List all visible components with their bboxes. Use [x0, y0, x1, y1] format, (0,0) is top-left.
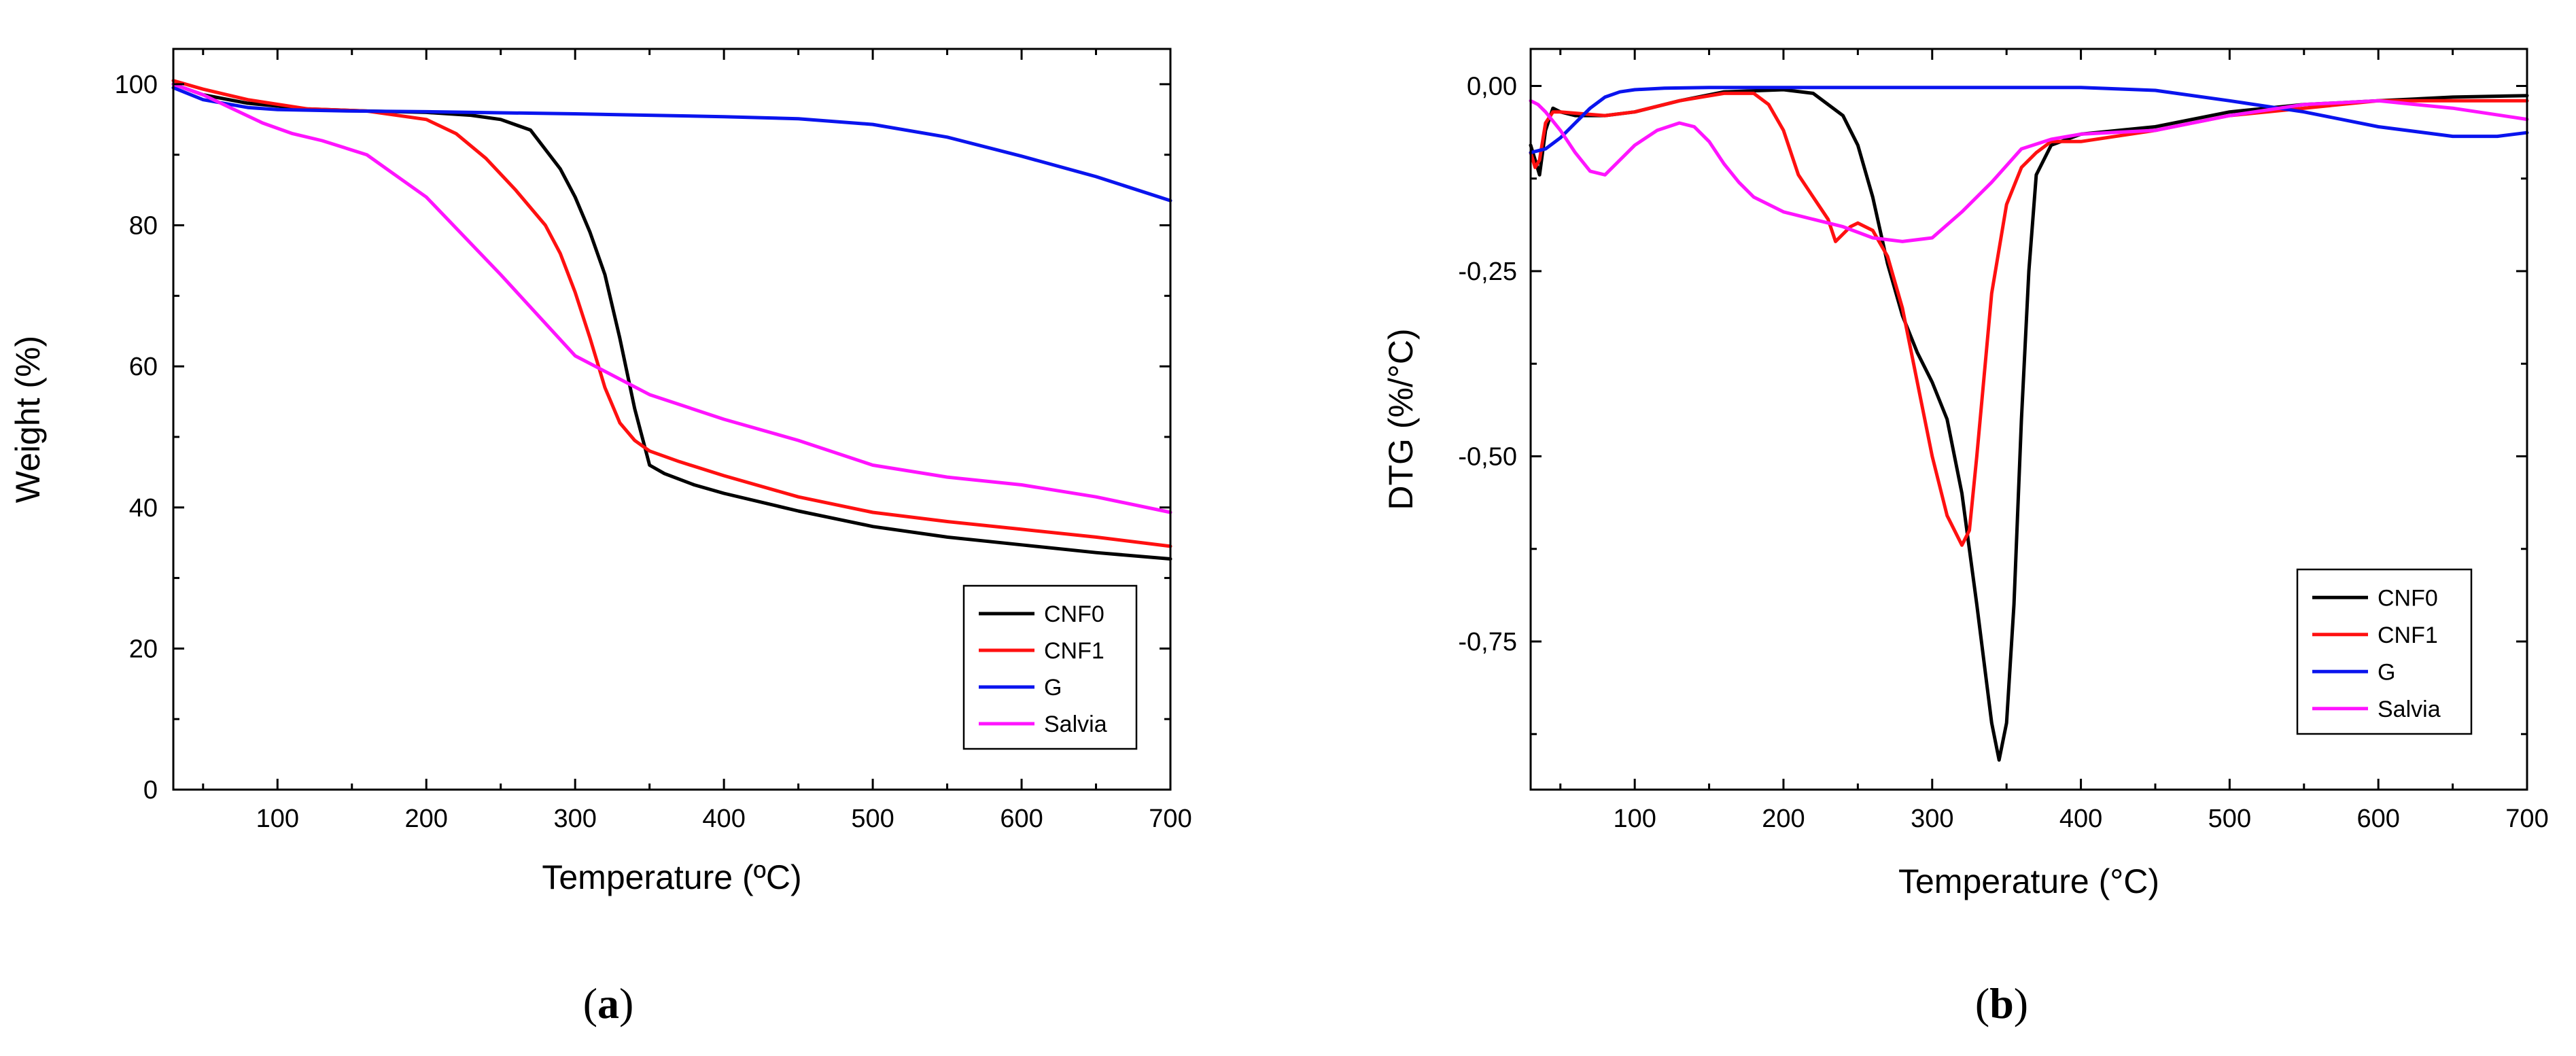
- x-tick-label: 300: [553, 805, 596, 833]
- series-line-cnf1: [1529, 91, 2529, 547]
- series-line-salvia: [1529, 99, 2529, 243]
- legend-label: CNF0: [1044, 601, 1104, 627]
- legend-item-cnf0: CNF0: [979, 601, 1104, 627]
- legend: CNF0 CNF1 G Salvia: [962, 584, 1138, 750]
- caption-close-paren: ): [2014, 979, 2028, 1027]
- y-tick-label: -0,50: [1458, 443, 1517, 472]
- x-tick-label: 600: [2356, 805, 2399, 833]
- y-tick-label: 0,00: [1467, 73, 1517, 101]
- caption-open-paren: (: [1975, 979, 1989, 1027]
- x-axis-label: Temperature (ºC): [542, 858, 801, 896]
- x-tick-label: 400: [702, 805, 745, 833]
- y-tick-label: 60: [129, 353, 158, 381]
- caption-letter: a: [597, 979, 619, 1027]
- plot-frame: [1529, 48, 2528, 791]
- legend-label: G: [2378, 659, 2395, 685]
- panel-caption: (b): [1975, 979, 2028, 1027]
- legend-item-g: G: [979, 675, 1062, 701]
- x-tick-label: 300: [1911, 805, 1953, 833]
- caption-close-paren: ): [619, 979, 633, 1027]
- y-axis-label: DTG (%/°C): [1382, 328, 1420, 510]
- x-tick-label: 700: [2505, 805, 2548, 833]
- legend-label: CNF1: [2378, 622, 2438, 648]
- legend-item-salvia: Salvia: [979, 711, 1107, 737]
- legend-label: CNF1: [1044, 638, 1104, 664]
- y-tick-label: 20: [129, 635, 158, 663]
- x-tick-label: 200: [405, 805, 448, 833]
- legend-item-cnf0: CNF0: [2312, 585, 2438, 611]
- legend-item-g: G: [2312, 659, 2395, 685]
- x-tick-label: 600: [1000, 805, 1043, 833]
- panel-caption: (a): [583, 979, 634, 1027]
- legend-item-cnf1: CNF1: [2312, 622, 2438, 648]
- x-tick-label: 400: [2059, 805, 2102, 833]
- series-line-salvia: [171, 82, 1172, 514]
- y-tick-label: -0,75: [1458, 628, 1517, 656]
- x-axis-label: Temperature (°C): [1898, 862, 2159, 900]
- x-tick-label: 500: [2208, 805, 2251, 833]
- y-tick-label: 0: [143, 776, 158, 805]
- chart-panel-a: 100 200 300 400 500 600 700 0 20 40 60 80 100 Tempera…: [9, 48, 1192, 1027]
- chart-panel-b: 100 200 300 400 500 600 700 0,00 -0,25 -0,50 -0,75…: [1382, 48, 2549, 1027]
- y-tick-label: -0,25: [1458, 258, 1517, 286]
- y-axis-label: Weight (%): [9, 336, 47, 503]
- legend-label: CNF0: [2378, 585, 2438, 611]
- x-tick-label: 100: [1613, 805, 1656, 833]
- plot-frame: [172, 48, 1172, 791]
- caption-open-paren: (: [583, 979, 597, 1027]
- legend: CNF0 CNF1 G Salvia: [2296, 568, 2473, 735]
- legend-item-cnf1: CNF1: [979, 638, 1104, 664]
- x-tick-label: 700: [1149, 805, 1191, 833]
- legend-label: Salvia: [2378, 697, 2441, 722]
- x-tick-label: 100: [256, 805, 299, 833]
- x-tick-label: 200: [1762, 805, 1805, 833]
- y-tick-label: 80: [129, 212, 158, 241]
- series-line-g: [1529, 86, 2529, 155]
- legend-label: G: [1044, 675, 1062, 701]
- y-tick-label: 40: [129, 494, 158, 523]
- x-tick-label: 500: [851, 805, 894, 833]
- y-tick-label: 100: [115, 71, 158, 99]
- series-line-g: [171, 86, 1172, 203]
- legend-label: Salvia: [1044, 711, 1107, 737]
- legend-item-salvia: Salvia: [2312, 697, 2441, 722]
- caption-letter: b: [1989, 979, 2014, 1027]
